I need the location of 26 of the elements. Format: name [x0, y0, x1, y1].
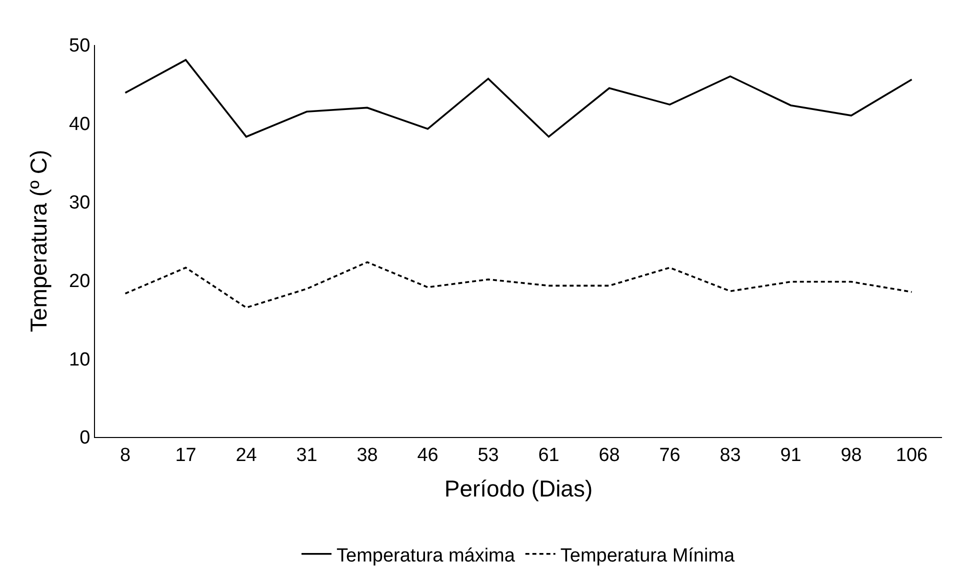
y-tick-label: 20	[69, 270, 90, 292]
x-tick-label: 91	[780, 444, 802, 466]
y-tick-label: 30	[69, 192, 90, 214]
x-tick-label: 106	[896, 444, 928, 466]
x-tick-label: 98	[840, 444, 862, 466]
x-tick-label: 38	[356, 444, 378, 466]
line-series	[124, 59, 913, 138]
x-tick-label: 83	[720, 444, 741, 466]
y-axis-title: Temperatura (º C)	[26, 150, 52, 332]
x-tick-label: 8	[120, 444, 131, 466]
x-axis-title: Período (Dias)	[444, 475, 593, 502]
x-tick-label: 61	[538, 444, 560, 466]
x-tick-label: 46	[417, 444, 438, 466]
x-tick-label: 68	[598, 444, 620, 466]
legend-label: Temperatura máxima	[336, 545, 516, 566]
y-tick-label: 50	[69, 36, 90, 57]
x-tick-label: 53	[478, 444, 499, 466]
x-tick-label: 76	[659, 444, 680, 466]
y-tick-label: 10	[69, 349, 90, 370]
x-tick-label: 17	[175, 444, 196, 466]
y-tick-label: 0	[80, 428, 90, 449]
y-tick-label: 40	[69, 114, 90, 136]
x-tick-label: 31	[296, 444, 318, 466]
line-series	[124, 261, 913, 309]
x-tick-label: 24	[236, 444, 258, 466]
legend-label: Temperatura Mínima	[560, 545, 736, 566]
